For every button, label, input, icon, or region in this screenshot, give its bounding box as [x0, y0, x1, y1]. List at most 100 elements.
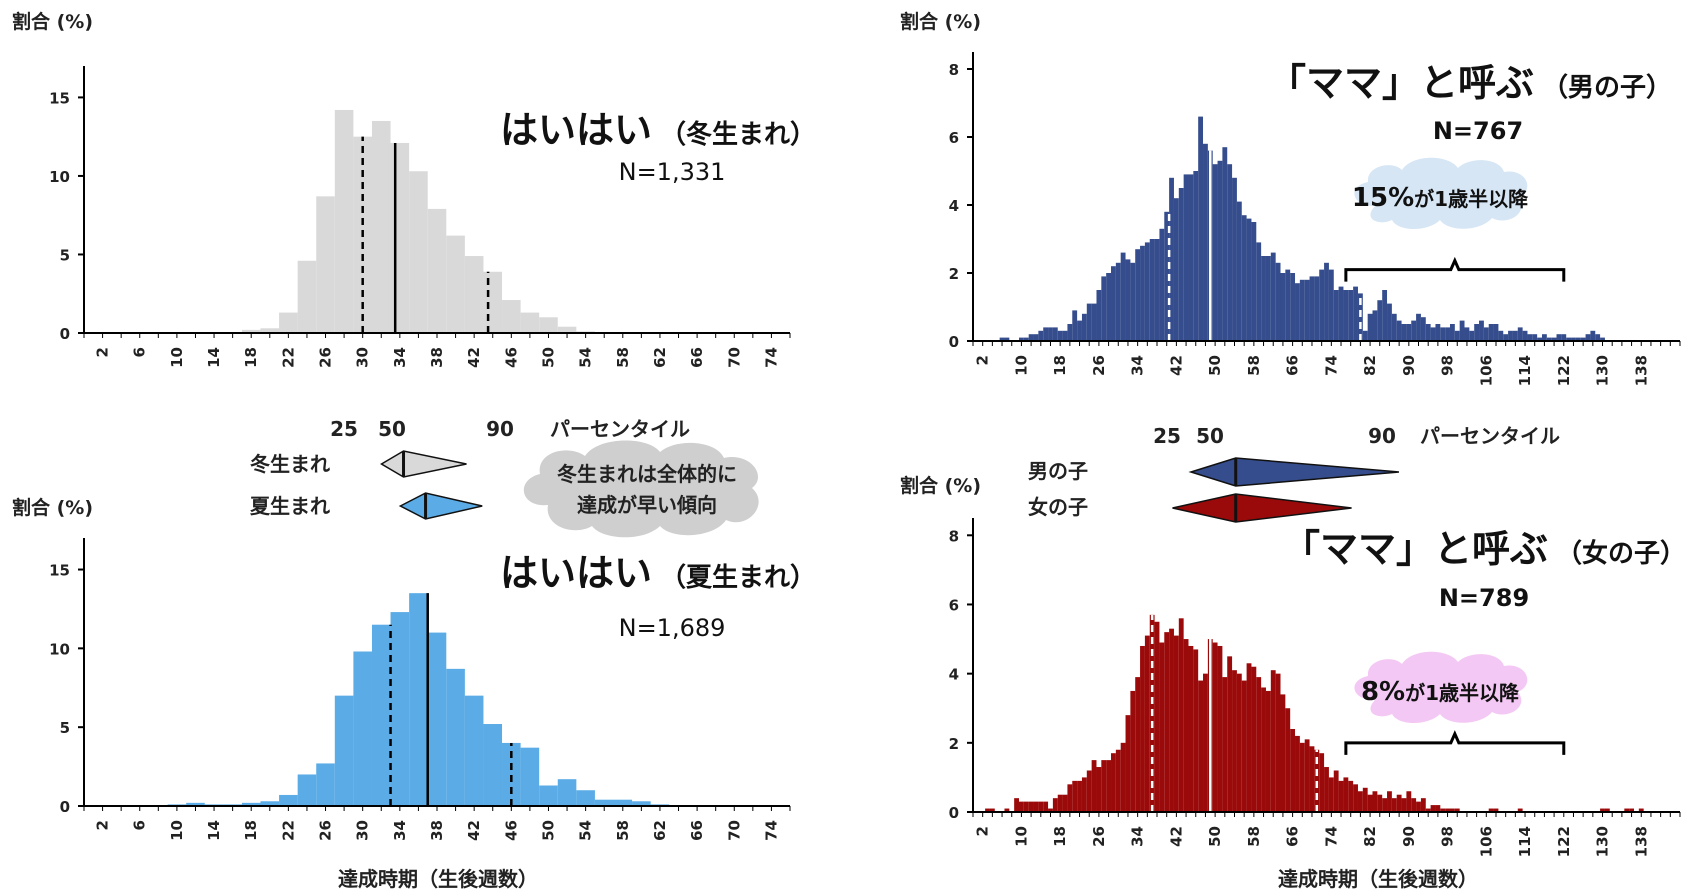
bar	[1111, 266, 1116, 341]
bar	[316, 196, 335, 333]
x-tick-label: 98	[1439, 826, 1457, 847]
x-tick-label: 10	[1012, 355, 1030, 376]
bar	[1575, 337, 1581, 341]
bar	[1173, 635, 1179, 812]
bar	[1232, 670, 1237, 812]
bar	[1222, 147, 1228, 341]
bar	[1454, 330, 1460, 341]
bar	[1493, 808, 1499, 812]
bar	[1440, 808, 1446, 812]
y-axis-label: 割合 (%)	[12, 496, 93, 519]
bar	[1377, 300, 1383, 341]
x-tick-label: 114	[1516, 826, 1534, 857]
x-tick-label: 2	[94, 820, 112, 830]
bar	[1280, 273, 1286, 341]
bar	[1048, 327, 1053, 341]
percentile-tick: 90	[1368, 424, 1396, 448]
bar	[409, 593, 428, 806]
bar	[594, 799, 614, 806]
bar	[1479, 320, 1484, 341]
x-tick-label: 98	[1439, 355, 1457, 376]
bar	[390, 612, 410, 806]
x-tick-label: 14	[205, 820, 223, 841]
percentile-legend-gender: 25 50 90 パーセンタイル 男の子 女の子	[1028, 424, 1560, 523]
x-tick-label: 30	[354, 820, 372, 841]
bar	[483, 271, 503, 333]
bar	[427, 208, 447, 333]
y-tick-label: 6	[949, 596, 959, 614]
x-tick-label: 50	[539, 347, 557, 368]
x-tick-label: 130	[1594, 355, 1612, 386]
x-tick-label: 58	[1245, 826, 1263, 847]
x-tick-label: 130	[1594, 826, 1612, 857]
x-axis-label: 達成時期（生後週数）	[1278, 867, 1478, 891]
bar	[1377, 794, 1383, 812]
bar	[1449, 808, 1455, 812]
bar	[1343, 290, 1349, 341]
y-axis-label: 割合 (%)	[900, 474, 981, 497]
x-tick-label: 54	[577, 347, 595, 368]
x-tick-label: 66	[1284, 826, 1302, 847]
bar	[1067, 784, 1073, 812]
y-tick-label: 8	[949, 61, 959, 79]
bar	[1265, 690, 1271, 812]
x-tick-label: 50	[1206, 355, 1224, 376]
percentile-title: パーセンタイル	[550, 417, 690, 441]
bar	[1043, 327, 1049, 341]
bar	[390, 142, 410, 333]
x-tick-label: 18	[1051, 355, 1069, 376]
bar	[1396, 320, 1402, 341]
bar	[1469, 330, 1475, 341]
bar	[1241, 680, 1247, 812]
bar	[1416, 801, 1421, 812]
bar	[1246, 663, 1252, 812]
bar	[539, 785, 558, 806]
x-tick-label: 18	[1051, 826, 1069, 847]
x-tick-label: 38	[428, 820, 446, 841]
bar	[1624, 808, 1630, 812]
bar	[483, 724, 503, 806]
bar	[1430, 327, 1436, 341]
percentile-diamond	[380, 450, 467, 478]
bar	[1406, 324, 1412, 341]
bar	[1144, 242, 1150, 341]
note-line: 達成が早い傾向	[577, 493, 717, 517]
bar	[1357, 293, 1363, 341]
x-tick-label: 70	[725, 820, 743, 841]
bar	[1537, 337, 1542, 341]
sample-size-label: N=789	[1439, 584, 1529, 612]
bar	[1382, 798, 1388, 812]
callout-text: 8%が1歳半以降	[1361, 677, 1520, 707]
cloud-shape	[523, 440, 759, 538]
bar	[1580, 337, 1586, 341]
bar	[1265, 256, 1271, 341]
bar	[1498, 330, 1504, 341]
x-tick-label: 114	[1516, 355, 1534, 386]
bar	[1324, 262, 1329, 341]
x-tick-label: 34	[1129, 355, 1147, 376]
bar	[999, 337, 1005, 341]
bar	[279, 794, 298, 806]
bar	[539, 317, 558, 333]
bar	[1362, 330, 1368, 341]
note-line: 冬生まれは全体的に	[557, 462, 737, 486]
bar	[1178, 618, 1184, 812]
percentile-tick: 50	[1196, 424, 1224, 448]
bar	[1086, 770, 1092, 812]
bar	[1309, 276, 1315, 341]
y-tick-label: 5	[60, 719, 70, 737]
bar	[1135, 249, 1141, 341]
y-tick-label: 2	[949, 735, 959, 753]
bar	[1101, 760, 1107, 812]
x-tick-label: 106	[1477, 355, 1495, 386]
bar	[1595, 334, 1601, 341]
bar	[1081, 313, 1087, 341]
bar	[1546, 337, 1552, 341]
bar	[1459, 320, 1465, 341]
bar	[1290, 273, 1296, 341]
bar	[1343, 777, 1349, 812]
x-tick-label: 6	[131, 347, 149, 357]
bar	[409, 171, 428, 333]
bar	[1115, 749, 1121, 812]
